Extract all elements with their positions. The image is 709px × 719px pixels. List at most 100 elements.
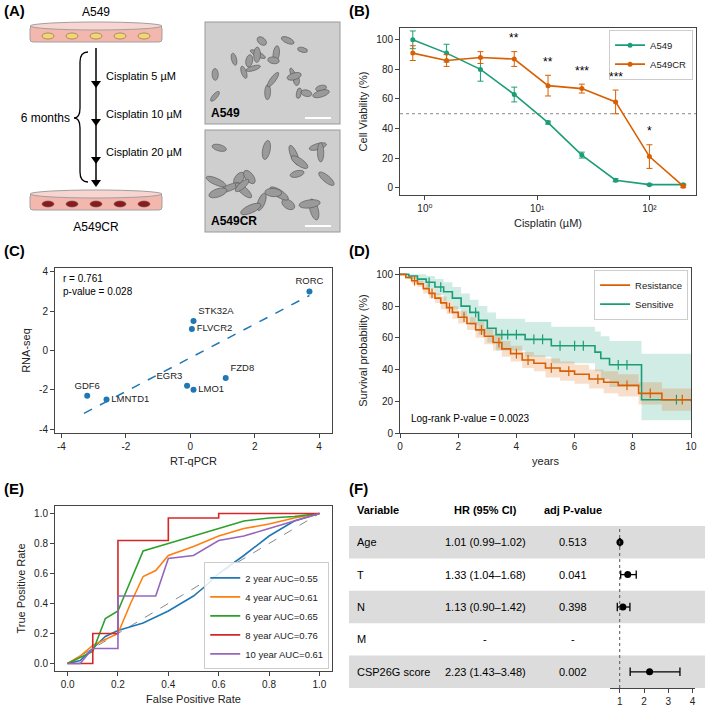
- svg-text:adj P-value: adj P-value: [544, 504, 602, 516]
- svg-text:0.041: 0.041: [559, 569, 587, 581]
- svg-text:6 months: 6 months: [21, 111, 70, 125]
- svg-text:4: 4: [690, 696, 696, 707]
- svg-text:0.4: 0.4: [34, 598, 48, 609]
- svg-text:A549CR: A549CR: [211, 214, 257, 228]
- svg-text:10²: 10²: [642, 203, 657, 214]
- svg-text:A549: A549: [211, 106, 240, 120]
- svg-text:3: 3: [666, 696, 672, 707]
- svg-text:0: 0: [397, 441, 403, 452]
- svg-text:Log-rank P-value = 0.0023: Log-rank P-value = 0.0023: [411, 413, 530, 424]
- svg-text:GDF6: GDF6: [75, 380, 100, 391]
- svg-text:1: 1: [617, 696, 623, 707]
- svg-text:60: 60: [382, 332, 394, 343]
- svg-text:-: -: [483, 633, 487, 645]
- svg-text:False Positive Rate: False Positive Rate: [146, 693, 241, 705]
- svg-text:LMNTD1: LMNTD1: [111, 393, 149, 404]
- svg-text:*: *: [647, 124, 652, 138]
- svg-text:8: 8: [630, 441, 636, 452]
- svg-text:-2: -2: [121, 441, 130, 452]
- svg-text:r = 0.761p-value = 0.028: r = 0.761p-value = 0.028: [63, 273, 133, 297]
- svg-text:-: -: [571, 633, 575, 645]
- svg-text:T: T: [357, 569, 364, 581]
- svg-text:4: 4: [42, 266, 48, 277]
- svg-text:80: 80: [382, 301, 394, 312]
- svg-text:2.23 (1.43–3.48): 2.23 (1.43–3.48): [445, 666, 526, 678]
- svg-text:STK32A: STK32A: [198, 305, 234, 316]
- svg-text:Cisplatin 20 µM: Cisplatin 20 µM: [106, 146, 182, 158]
- svg-text:A549CR: A549CR: [650, 59, 686, 70]
- svg-text:10¹: 10¹: [530, 203, 545, 214]
- svg-text:Survival probability (%): Survival probability (%): [357, 294, 369, 406]
- svg-text:1.33 (1.04–1.68): 1.33 (1.04–1.68): [445, 569, 526, 581]
- svg-text:-2: -2: [39, 384, 48, 395]
- svg-text:4 year AUC=0.61: 4 year AUC=0.61: [245, 592, 318, 603]
- svg-text:0: 0: [187, 441, 193, 452]
- svg-text:RT-qPCR: RT-qPCR: [170, 455, 217, 467]
- svg-text:1.0: 1.0: [312, 679, 326, 690]
- svg-text:4: 4: [316, 441, 322, 452]
- svg-text:0.513: 0.513: [559, 536, 587, 548]
- svg-text:0.8: 0.8: [262, 679, 276, 690]
- svg-text:RORC: RORC: [295, 275, 323, 286]
- svg-text:***: ***: [575, 64, 589, 78]
- svg-text:M: M: [357, 633, 366, 645]
- svg-text:0.0: 0.0: [61, 679, 75, 690]
- svg-text:0.002: 0.002: [559, 666, 587, 678]
- svg-text:0.0: 0.0: [34, 658, 48, 669]
- svg-text:2: 2: [252, 441, 258, 452]
- svg-text:Cisplatin (µM): Cisplatin (µM): [514, 217, 582, 229]
- svg-text:0: 0: [387, 428, 393, 439]
- svg-text:FZD8: FZD8: [230, 362, 254, 373]
- svg-text:RNA-seq: RNA-seq: [20, 328, 32, 373]
- svg-text:A549CR: A549CR: [73, 220, 119, 234]
- svg-text:0: 0: [42, 345, 48, 356]
- svg-text:0: 0: [387, 182, 393, 193]
- svg-text:100: 100: [376, 269, 393, 280]
- svg-text:2: 2: [42, 306, 48, 317]
- svg-text:EGR3: EGR3: [156, 370, 182, 381]
- svg-text:10 year AUC=0.61: 10 year AUC=0.61: [245, 649, 323, 660]
- svg-text:FLVCR2: FLVCR2: [197, 322, 233, 333]
- svg-text:1.01 (0.99–1.02): 1.01 (0.99–1.02): [445, 536, 526, 548]
- svg-text:A549: A549: [82, 5, 110, 19]
- svg-text:0.398: 0.398: [559, 601, 587, 613]
- svg-text:20: 20: [382, 396, 394, 407]
- svg-text:Age: Age: [357, 536, 377, 548]
- svg-text:LMO1: LMO1: [198, 383, 224, 394]
- svg-text:0.2: 0.2: [111, 679, 125, 690]
- svg-text:10: 10: [685, 441, 697, 452]
- svg-text:Cisplatin 5 µM: Cisplatin 5 µM: [106, 70, 176, 82]
- svg-text:60: 60: [382, 93, 394, 104]
- svg-text:20: 20: [382, 153, 394, 164]
- svg-text:**: **: [509, 31, 519, 45]
- svg-text:CSP26G score: CSP26G score: [357, 666, 430, 678]
- svg-text:6 year AUC=0.65: 6 year AUC=0.65: [245, 611, 318, 622]
- svg-text:0.4: 0.4: [161, 679, 175, 690]
- svg-text:A549: A549: [650, 40, 672, 51]
- svg-text:2 year AUC=0.55: 2 year AUC=0.55: [245, 573, 318, 584]
- svg-text:Resistance: Resistance: [635, 280, 682, 291]
- svg-text:True Positive Rate: True Positive Rate: [15, 543, 27, 633]
- svg-text:0.6: 0.6: [34, 568, 48, 579]
- svg-text:Cell Viability (%): Cell Viability (%): [357, 72, 369, 152]
- svg-text:40: 40: [382, 364, 394, 375]
- svg-text:1.13 (0.90–1.42): 1.13 (0.90–1.42): [445, 601, 526, 613]
- svg-text:6: 6: [572, 441, 578, 452]
- svg-text:Cisplatin 10 µM: Cisplatin 10 µM: [106, 108, 182, 120]
- svg-text:Sensitive: Sensitive: [635, 299, 674, 310]
- svg-text:0.8: 0.8: [34, 538, 48, 549]
- svg-text:8 year AUC=0.76: 8 year AUC=0.76: [245, 630, 318, 641]
- svg-text:0.6: 0.6: [212, 679, 226, 690]
- svg-text:0.2: 0.2: [34, 628, 48, 639]
- svg-text:-4: -4: [39, 424, 48, 435]
- svg-text:10⁰: 10⁰: [417, 203, 432, 214]
- svg-text:Variable: Variable: [357, 504, 399, 516]
- svg-text:1.0: 1.0: [34, 508, 48, 519]
- svg-text:40: 40: [382, 123, 394, 134]
- svg-text:N: N: [357, 601, 365, 613]
- svg-text:HR (95% CI): HR (95% CI): [454, 504, 517, 516]
- svg-text:***: ***: [609, 70, 623, 84]
- svg-text:-4: -4: [57, 441, 66, 452]
- svg-text:2: 2: [641, 696, 647, 707]
- svg-text:100: 100: [376, 34, 393, 45]
